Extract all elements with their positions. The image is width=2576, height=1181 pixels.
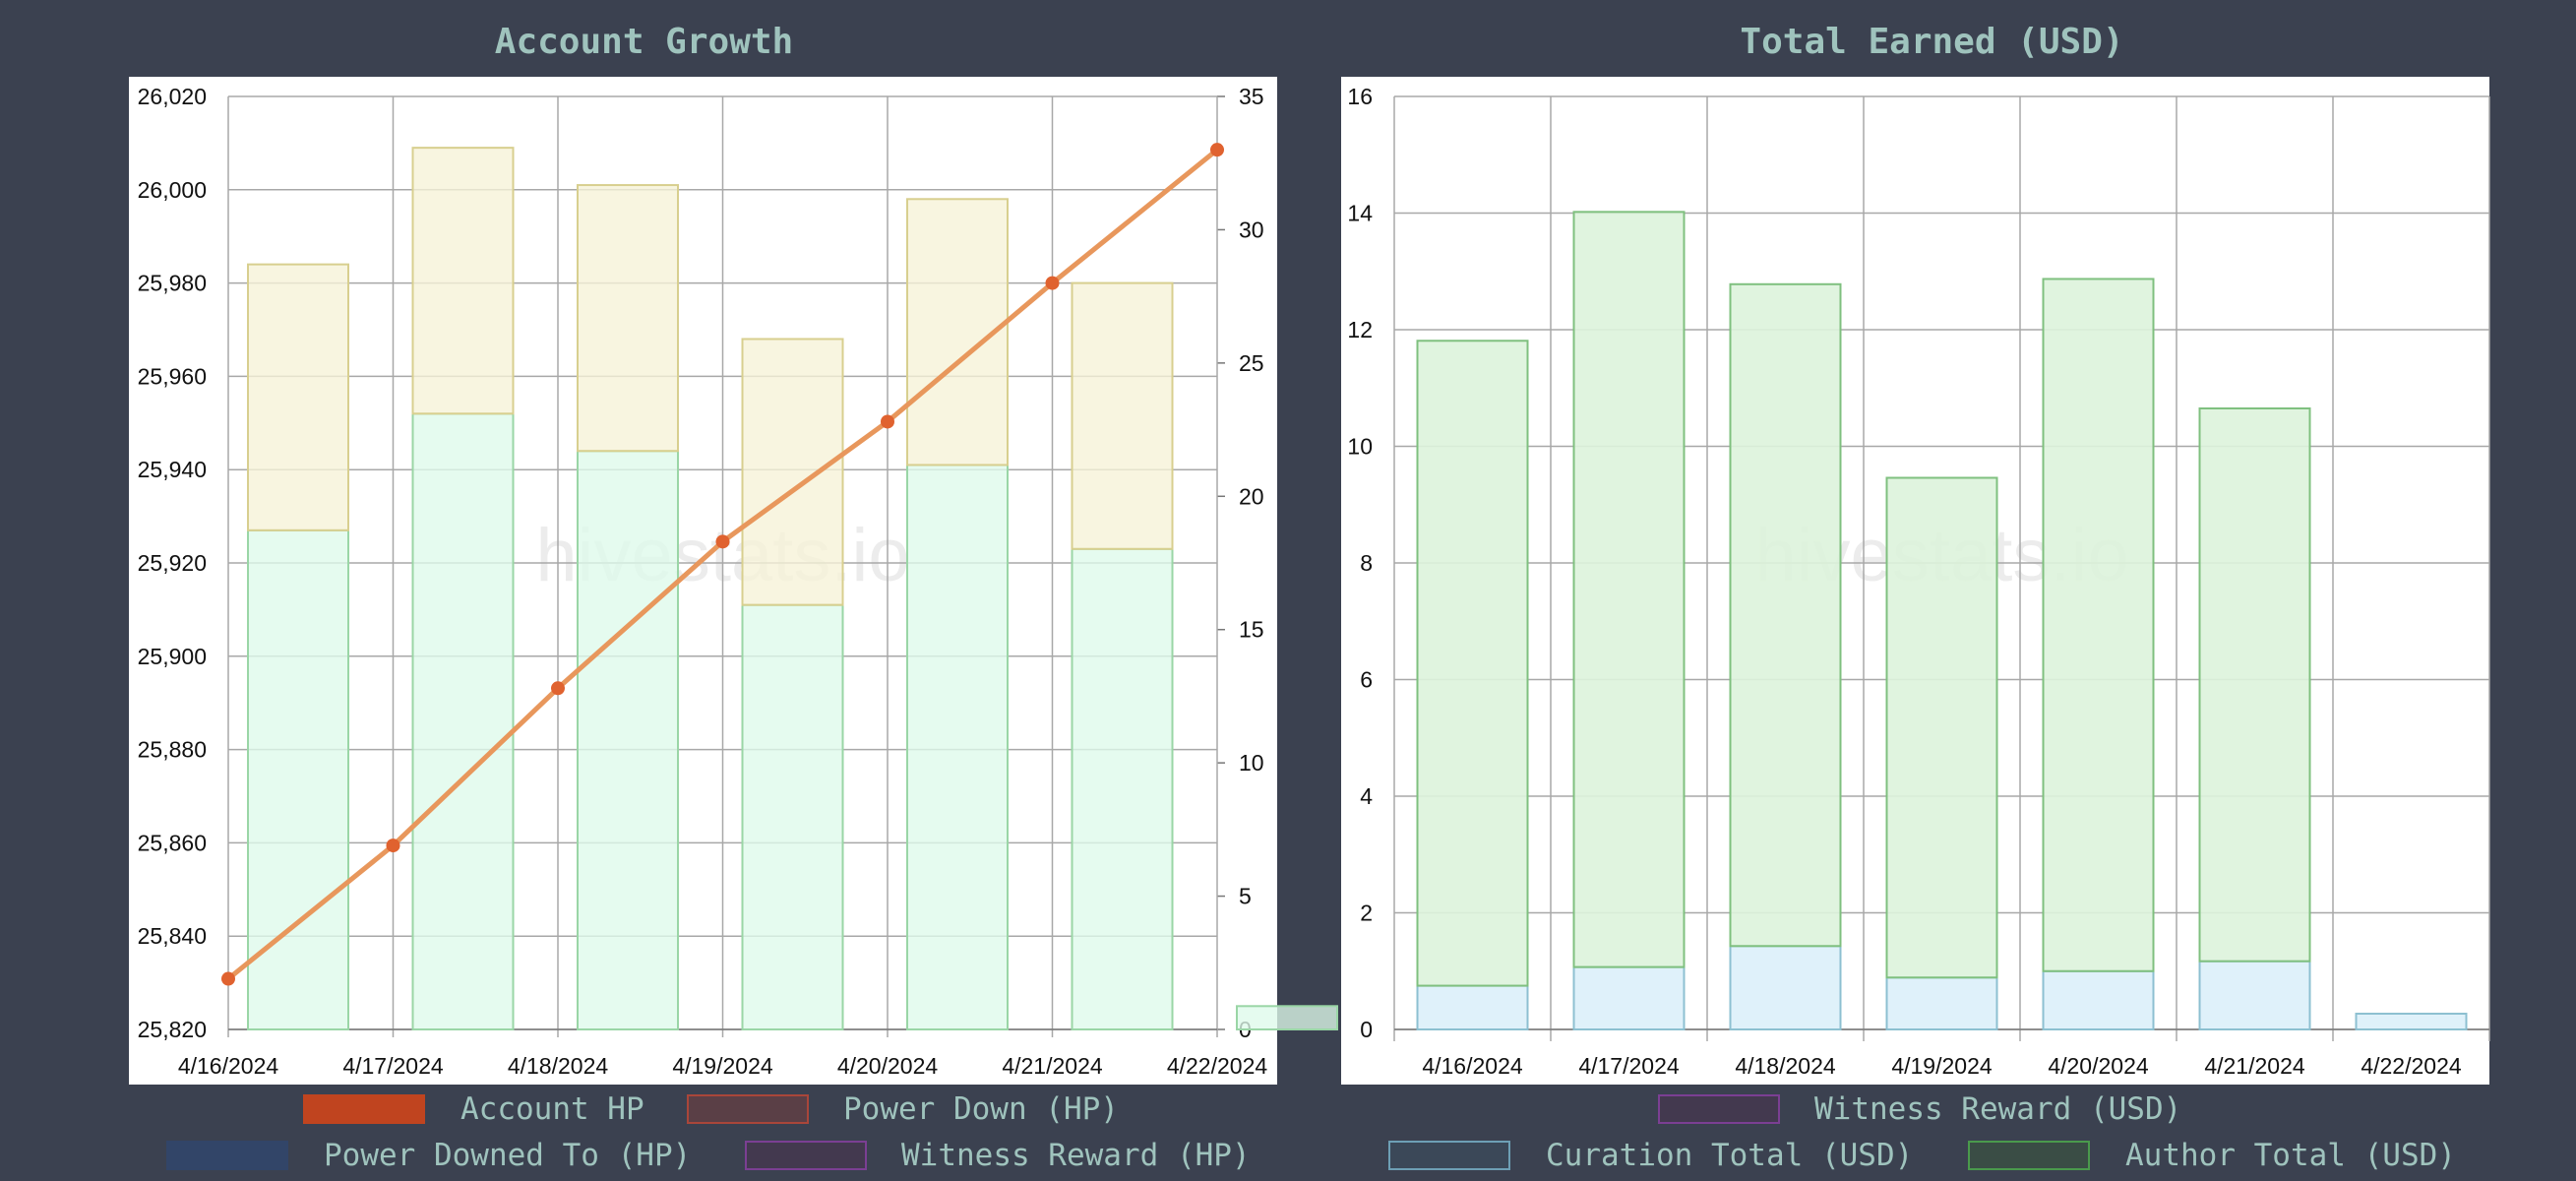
legend-swatch[interactable] [745,1141,867,1170]
bar-curation-total [2042,969,2155,1030]
bar-author-total [1572,211,1686,968]
y-right-tick-label: 35 [1239,84,1264,109]
y-right-tick-label: 5 [1239,884,1252,909]
x-tick-label: 4/16/2024 [1422,1053,1523,1079]
legend-swatch[interactable] [1968,1141,2090,1170]
bar-power-downed-to [247,528,349,1030]
legend-label[interactable]: Curation Total (USD) [1546,1138,1914,1173]
legend-label[interactable]: Power Down (HP) [843,1091,1119,1127]
bar-power-downed-to [741,603,844,1030]
y-left-tick-label: 25,840 [138,923,207,949]
bar-author-total [2042,278,2155,972]
y-tick-label: 14 [1347,201,1373,226]
y-tick-label: 8 [1360,550,1373,576]
y-right-tick-label: 20 [1239,483,1264,509]
legend-swatch[interactable] [166,1141,288,1170]
y-left-tick-label: 25,920 [138,550,207,576]
account-hp-point [715,534,730,549]
y-tick-label: 4 [1360,783,1373,809]
x-tick-label: 4/18/2024 [1735,1053,1836,1079]
legend-label[interactable]: Author Total (USD) [2125,1138,2456,1173]
y-tick-label: 6 [1360,667,1373,693]
account-hp-point [881,414,894,429]
y-right-tick-label: 30 [1239,217,1264,242]
y-tick-label: 12 [1347,317,1373,342]
legend-label[interactable]: Account HP [460,1091,644,1127]
chart-title: Total Earned (USD) [1740,22,2124,62]
x-tick-label: 4/19/2024 [1891,1053,1993,1079]
y-left-tick-label: 26,020 [138,84,207,109]
y-left-tick-label: 25,900 [138,644,207,669]
total-earned-panel: Total Earned (USD) hivestats.io024681012… [1288,0,2576,1181]
bar-power-downed-to [906,464,1009,1030]
bar-author-total [1885,476,1998,979]
y-left-tick-label: 25,940 [138,457,207,482]
x-tick-label: 4/22/2024 [1167,1053,1268,1079]
bar-power-down [577,184,679,453]
bar-curation-total [1572,965,1686,1030]
bar-power-downed-to [1236,1005,1338,1030]
total-earned-chart: hivestats.io02468101214164/16/20244/17/2… [1341,77,2490,1085]
x-tick-label: 4/21/2024 [1002,1053,1103,1079]
y-right-tick-label: 25 [1239,350,1264,376]
x-tick-label: 4/21/2024 [2204,1053,2305,1079]
account-hp-point [221,971,235,986]
account-hp-point [551,681,565,696]
y-left-tick-label: 25,980 [138,271,207,296]
bar-author-total [2198,406,2311,963]
legend-label[interactable]: Power Downed To (HP) [324,1138,692,1173]
bar-power-downed-to [577,450,679,1030]
chart-title: Account Growth [494,22,794,62]
x-tick-label: 4/20/2024 [2048,1053,2149,1079]
bar-power-downed-to [1071,547,1174,1031]
account-hp-point [1045,276,1060,290]
x-tick-label: 4/17/2024 [1578,1053,1680,1079]
x-tick-label: 4/17/2024 [342,1053,444,1079]
bar-curation-total [1885,976,1998,1031]
legend-label[interactable]: Witness Reward (HP) [901,1138,1251,1173]
bar-power-downed-to [411,412,515,1030]
bar-power-down [1071,281,1174,550]
y-right-tick-label: 15 [1239,617,1264,643]
y-left-tick-label: 25,820 [138,1017,207,1042]
bar-author-total [1416,340,1529,987]
y-right-tick-label: 10 [1239,750,1264,776]
bar-power-down [411,147,515,415]
x-tick-label: 4/18/2024 [508,1053,609,1079]
y-tick-label: 2 [1360,901,1373,926]
y-tick-label: 0 [1360,1017,1373,1042]
y-tick-label: 10 [1347,434,1373,460]
bar-curation-total [2355,1013,2468,1030]
legend-swatch[interactable] [687,1094,809,1124]
y-left-tick-label: 26,000 [138,177,207,203]
legend-swatch[interactable] [303,1094,425,1124]
x-tick-label: 4/16/2024 [178,1053,279,1079]
account-growth-panel: Account Growth hivestats.io 25,820 25,840 2… [129,22,1338,1173]
account-hp-point [1210,143,1224,157]
bar-author-total [1729,282,1842,948]
bar-curation-total [1416,984,1529,1030]
legend-swatch[interactable] [1388,1141,1510,1170]
legend-swatch[interactable] [1658,1094,1780,1124]
x-tick-label: 4/19/2024 [672,1053,773,1079]
y-left-tick-label: 25,880 [138,737,207,763]
y-tick-label: 16 [1347,84,1373,109]
x-tick-label: 4/22/2024 [2361,1053,2462,1079]
account-hp-point [386,839,400,853]
x-tick-label: 4/20/2024 [837,1053,939,1079]
bar-curation-total [2198,960,2311,1030]
bar-power-down [247,263,349,531]
y-left-tick-label: 25,860 [138,830,207,855]
bar-power-down [741,338,844,606]
bar-curation-total [1729,945,1842,1031]
legend-label[interactable]: Witness Reward (USD) [1814,1091,2182,1127]
y-left-tick-label: 25,960 [138,363,207,389]
account-growth-chart: hivestats.io25,82025,84025,86025,88025,9… [129,77,1338,1085]
